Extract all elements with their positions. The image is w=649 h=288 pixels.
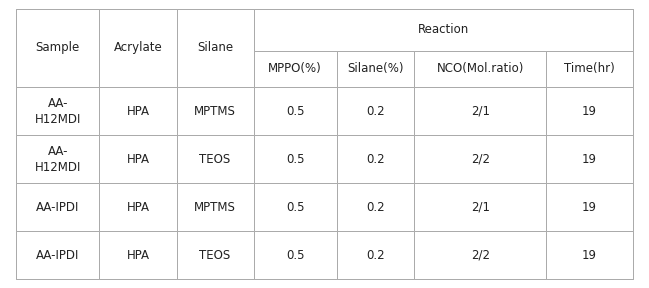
Text: AA-
H12MDI: AA- H12MDI <box>34 97 81 126</box>
Bar <box>546 231 633 279</box>
Bar <box>254 231 337 279</box>
Text: MPPO(%): MPPO(%) <box>268 62 322 75</box>
Text: 2/1: 2/1 <box>471 105 490 118</box>
Bar <box>177 135 254 183</box>
Bar <box>177 9 254 87</box>
Bar <box>414 231 546 279</box>
Bar <box>16 231 99 279</box>
Text: 0.5: 0.5 <box>286 201 304 214</box>
Bar <box>414 51 546 87</box>
Bar <box>16 9 99 87</box>
Text: 0.5: 0.5 <box>286 153 304 166</box>
Text: 2/1: 2/1 <box>471 201 490 214</box>
Text: 19: 19 <box>582 105 597 118</box>
Text: Time(hr): Time(hr) <box>564 62 615 75</box>
Bar <box>99 135 177 183</box>
Bar <box>254 87 337 135</box>
Text: AA-IPDI: AA-IPDI <box>36 249 80 262</box>
Text: HPA: HPA <box>127 249 149 262</box>
Text: AA-IPDI: AA-IPDI <box>36 201 80 214</box>
Bar <box>254 51 337 87</box>
Text: Sample: Sample <box>36 41 80 54</box>
Bar <box>254 183 337 231</box>
Bar <box>337 183 414 231</box>
Text: 0.5: 0.5 <box>286 105 304 118</box>
Bar <box>337 231 414 279</box>
Text: AA-
H12MDI: AA- H12MDI <box>34 145 81 174</box>
Text: 2/2: 2/2 <box>471 153 490 166</box>
Bar <box>414 87 546 135</box>
Text: NCO(Mol.ratio): NCO(Mol.ratio) <box>437 62 524 75</box>
Text: 0.2: 0.2 <box>366 153 385 166</box>
Text: 0.2: 0.2 <box>366 249 385 262</box>
Text: 0.2: 0.2 <box>366 201 385 214</box>
Text: HPA: HPA <box>127 201 149 214</box>
Text: 0.5: 0.5 <box>286 249 304 262</box>
Bar <box>16 183 99 231</box>
Bar <box>177 87 254 135</box>
Text: MPTMS: MPTMS <box>194 201 236 214</box>
Bar <box>546 51 633 87</box>
Text: Silane: Silane <box>197 41 233 54</box>
Bar <box>99 183 177 231</box>
Text: 19: 19 <box>582 249 597 262</box>
Bar <box>337 135 414 183</box>
Bar <box>16 87 99 135</box>
Text: Acrylate: Acrylate <box>114 41 162 54</box>
Bar <box>546 135 633 183</box>
Text: 19: 19 <box>582 201 597 214</box>
Bar <box>16 135 99 183</box>
Bar <box>546 87 633 135</box>
Text: HPA: HPA <box>127 105 149 118</box>
Text: TEOS: TEOS <box>199 153 230 166</box>
Bar <box>99 9 177 87</box>
Text: Reaction: Reaction <box>417 23 469 36</box>
Bar <box>177 231 254 279</box>
Bar <box>414 135 546 183</box>
Bar <box>546 183 633 231</box>
Bar <box>254 9 633 51</box>
Bar <box>414 183 546 231</box>
Text: Silane(%): Silane(%) <box>347 62 404 75</box>
Text: MPTMS: MPTMS <box>194 105 236 118</box>
Text: HPA: HPA <box>127 153 149 166</box>
Text: 0.2: 0.2 <box>366 105 385 118</box>
Bar <box>99 87 177 135</box>
Bar <box>99 231 177 279</box>
Bar <box>177 183 254 231</box>
Text: TEOS: TEOS <box>199 249 230 262</box>
Bar <box>254 135 337 183</box>
Text: 2/2: 2/2 <box>471 249 490 262</box>
Text: 19: 19 <box>582 153 597 166</box>
Bar <box>337 87 414 135</box>
Bar <box>337 51 414 87</box>
